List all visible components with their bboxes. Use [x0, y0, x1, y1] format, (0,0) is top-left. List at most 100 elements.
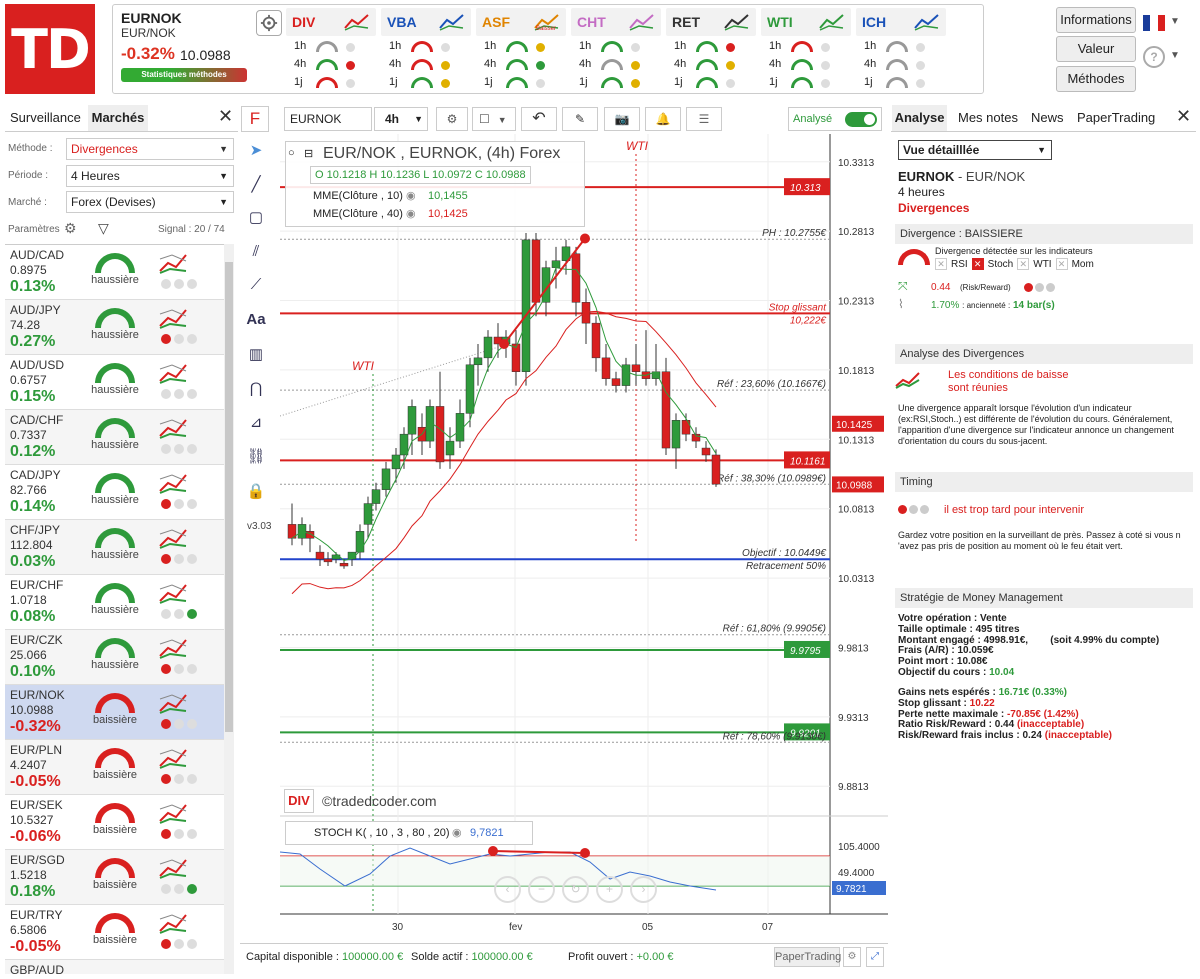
- tab-news[interactable]: News: [1031, 110, 1064, 125]
- flag-fr-icon[interactable]: [1143, 15, 1165, 31]
- price-chart[interactable]: 10.3313 10.2813 10.2313 10.1813 10.1313 10.08…: [280, 134, 888, 940]
- pair-row[interactable]: AUD/CAD 0.8975 0.13% haussière: [5, 245, 224, 300]
- undo-icon[interactable]: ↶: [521, 107, 557, 131]
- link-tool-icon[interactable]: ⛓: [246, 448, 266, 465]
- stoch-checkbox[interactable]: ✕: [971, 258, 984, 270]
- path-tool-icon[interactable]: ⟋: [250, 275, 262, 293]
- legend-radio-icon[interactable]: ○: [288, 147, 295, 159]
- pair-row[interactable]: EUR/TRY 6.5806 -0.05% baissière: [5, 905, 224, 960]
- eye-icon[interactable]: ◉: [452, 827, 462, 839]
- settings-icon[interactable]: ⚙: [843, 947, 861, 967]
- measure-tool-icon[interactable]: ⊿: [249, 414, 263, 431]
- methode-select[interactable]: Divergences ▼: [66, 138, 234, 160]
- tab-analyse[interactable]: Analyse: [892, 105, 947, 131]
- text-tool-icon[interactable]: Aa: [246, 310, 266, 328]
- valeur-button[interactable]: Valeur: [1056, 36, 1136, 62]
- trendline-tool-icon[interactable]: ╱: [251, 176, 261, 193]
- language-dropdown-icon[interactable]: ▼: [1170, 16, 1180, 27]
- tab-mes-notes[interactable]: Mes notes: [958, 110, 1018, 125]
- methodes-button[interactable]: Méthodes: [1056, 66, 1136, 92]
- rsi-checkbox[interactable]: ✕: [935, 258, 947, 270]
- fibonacci-tool-icon[interactable]: ⫽: [252, 242, 260, 260]
- analyse-toggle[interactable]: Analysé: [788, 107, 882, 131]
- tab-marches[interactable]: Marchés: [88, 105, 148, 131]
- zoom-out-icon[interactable]: −: [528, 876, 555, 903]
- analysis-title: EURNOK - EUR/NOK: [898, 169, 1025, 184]
- tab-papertrading[interactable]: PaperTrading: [1077, 110, 1156, 125]
- zoom-in-icon[interactable]: +: [596, 876, 623, 903]
- magnet-tool-icon[interactable]: ⋂: [249, 380, 263, 397]
- pair-row[interactable]: CAD/CHF 0.7337 0.12% haussière: [5, 410, 224, 465]
- indicator-asf[interactable]: ASF Baisser 1h 4h 1j: [476, 8, 566, 92]
- list-menu-icon[interactable]: ☰: [686, 107, 722, 131]
- stoch-value-badge: [832, 881, 886, 895]
- close-left-panel-icon[interactable]: ✕: [218, 106, 234, 126]
- indicator-div[interactable]: DIV 1h 4h 1j: [286, 8, 376, 92]
- mom-checkbox[interactable]: ✕: [1055, 258, 1068, 270]
- f-tool-button[interactable]: F: [241, 106, 269, 132]
- marche-select[interactable]: Forex (Devises) ▼: [66, 191, 234, 213]
- toggle-switch[interactable]: [845, 112, 877, 127]
- trend-label: baissière: [92, 769, 138, 781]
- pair-row[interactable]: EUR/SEK 10.5327 -0.06% baissière: [5, 795, 224, 850]
- symbol-input[interactable]: EURNOK: [284, 107, 372, 131]
- cursor-tool-icon[interactable]: ➤: [249, 142, 263, 159]
- eye-icon[interactable]: ◉: [406, 208, 416, 220]
- magic-wand-icon[interactable]: ✎: [562, 107, 598, 131]
- params-gear-icon[interactable]: ⚙: [64, 220, 77, 236]
- indicator-cht[interactable]: CHT 1h 4h 1j: [571, 8, 661, 92]
- chart-settings-icon[interactable]: ⚙: [436, 107, 468, 131]
- pair-row[interactable]: EUR/NOK 10.0988 -0.32% baissière: [5, 685, 224, 740]
- indicator-ich[interactable]: ICH 1h 4h 1j: [856, 8, 946, 92]
- interval-select[interactable]: 4h ▼: [374, 107, 428, 131]
- bearish-gauge-icon: [898, 249, 930, 265]
- expand-icon[interactable]: ⤢: [866, 947, 884, 967]
- stats-methods-button[interactable]: Statistiques méthodes: [121, 68, 247, 82]
- pair-row[interactable]: GBP/AUD: [5, 960, 224, 974]
- pair-row[interactable]: EUR/PLN 4.2407 -0.05% baissière: [5, 740, 224, 795]
- bell-icon[interactable]: 🔔: [645, 107, 681, 131]
- pair-price: 4.2407: [10, 758, 47, 772]
- pair-row[interactable]: AUD/JPY 74.28 0.27% haussière: [5, 300, 224, 355]
- indicator-ret[interactable]: RET 1h 4h 1j: [666, 8, 756, 92]
- indicator-wti[interactable]: WTI 1h 4h 1j: [761, 8, 851, 92]
- indicator-vba[interactable]: VBA 1h 4h 1j: [381, 8, 471, 92]
- settings-gear-button[interactable]: [256, 10, 282, 36]
- pair-row[interactable]: EUR/CZK 25.066 0.10% haussière: [5, 630, 224, 685]
- pair-row[interactable]: CHF/JPY 112.804 0.03% haussière: [5, 520, 224, 575]
- periode-select[interactable]: 4 Heures ▼: [66, 165, 234, 187]
- pair-change: 0.12%: [10, 443, 56, 460]
- scroll-left-icon[interactable]: ‹: [494, 876, 521, 903]
- td-logo[interactable]: TD: [5, 4, 95, 94]
- pair-row[interactable]: EUR/SGD 1.5218 0.18% baissière: [5, 850, 224, 905]
- scroll-right-icon[interactable]: ›: [630, 876, 657, 903]
- tab-surveillance[interactable]: Surveillance: [10, 110, 81, 125]
- papertrading-button[interactable]: PaperTrading: [774, 947, 841, 967]
- close-right-panel-icon[interactable]: ✕: [1176, 106, 1192, 126]
- camera-icon[interactable]: 📷: [604, 107, 640, 131]
- div-badge[interactable]: DIV: [284, 789, 314, 813]
- view-select[interactable]: Vue détailllée ▼: [898, 140, 1052, 160]
- pair-row[interactable]: AUD/USD 0.6757 0.15% haussière: [5, 355, 224, 410]
- help-icon[interactable]: ?: [1143, 46, 1165, 68]
- wti-checkbox[interactable]: ✕: [1017, 258, 1030, 270]
- pattern-tool-icon[interactable]: ▥: [248, 346, 264, 363]
- mm-value: 16.71€ (0.33%): [998, 687, 1067, 698]
- legend-collapse-icon[interactable]: ⊟: [304, 148, 314, 160]
- divergence-icon: [159, 309, 187, 329]
- informations-button[interactable]: Informations: [1056, 7, 1136, 33]
- period-label: 1h: [864, 40, 877, 52]
- eye-icon[interactable]: ◉: [406, 190, 416, 202]
- reset-icon[interactable]: ↻: [562, 876, 589, 903]
- chart-type-select[interactable]: ☐ ▼: [472, 107, 516, 131]
- lock-tool-icon[interactable]: 🔒: [246, 483, 266, 500]
- pair-row[interactable]: EUR/CHF 1.0718 0.08% haussière: [5, 575, 224, 630]
- conditions-text-2: sont réunies: [948, 382, 1008, 394]
- indicator-name: CHT: [577, 14, 606, 30]
- pair-row[interactable]: CAD/JPY 82.766 0.14% haussière: [5, 465, 224, 520]
- scrollbar-thumb[interactable]: [225, 262, 233, 732]
- rectangle-tool-icon[interactable]: ▢: [248, 209, 264, 226]
- filter-icon[interactable]: ▽: [98, 220, 109, 236]
- pairs-scrollbar[interactable]: [224, 244, 234, 974]
- level-badge-text: 9.9795: [790, 646, 821, 657]
